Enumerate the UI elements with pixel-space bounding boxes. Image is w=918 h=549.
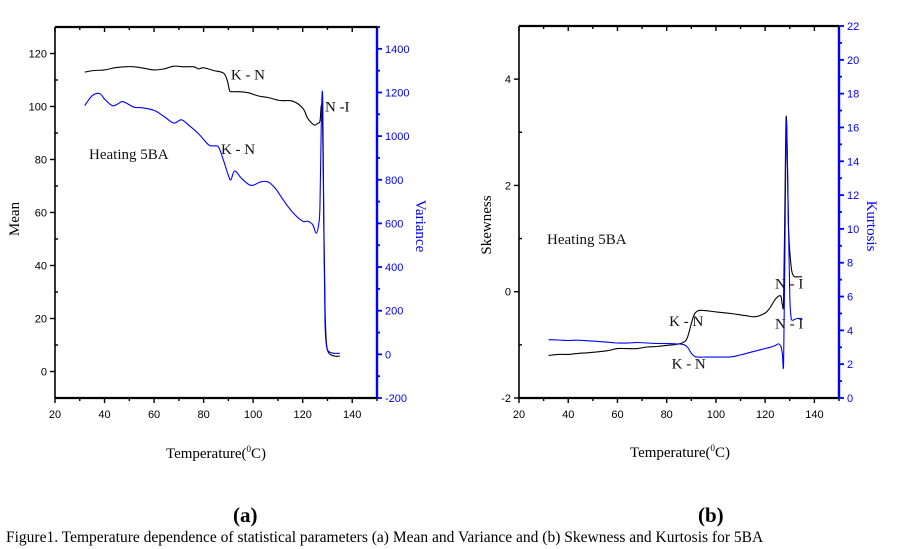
x-tick-label: 140 xyxy=(805,409,823,421)
series-line-kurtosis xyxy=(548,120,803,370)
figure-caption: Figure1. Temperature dependence of stati… xyxy=(6,529,764,546)
annotation-label: N -I xyxy=(325,100,350,116)
panel-b-x-axis-label: Temperature(0C) xyxy=(630,443,730,461)
y2-tick-label: 22 xyxy=(847,21,859,33)
y-tick-label: -2 xyxy=(501,393,511,405)
panel-a-annotation-heating: Heating 5BA xyxy=(89,147,169,163)
panel-b-x-axis-label-sup: 0 xyxy=(711,443,716,453)
y2-tick-label: 0 xyxy=(847,393,853,405)
y2-tick-label: 1200 xyxy=(385,87,409,99)
panel-a-x-axis-label: Temperature(0C) xyxy=(166,444,266,462)
y2-tick-label: 16 xyxy=(847,122,859,134)
y-tick-label: 40 xyxy=(35,261,47,273)
x-tick-label: 80 xyxy=(661,409,673,421)
y2-tick-label: -200 xyxy=(385,393,407,405)
y2-tick-label: 800 xyxy=(385,175,403,187)
y2-tick-label: 200 xyxy=(385,306,403,318)
y2-tick-label: 400 xyxy=(385,262,403,274)
panel-a-chart: 20 40 60 80 100 120 140020406080100120-2000200… xyxy=(7,25,428,462)
x-tick-label: 60 xyxy=(148,409,160,421)
y2-tick-label: 8 xyxy=(847,258,853,270)
y2-tick-label: 0 xyxy=(385,349,391,361)
panel-a-x-axis-label-sup: 0 xyxy=(247,444,252,454)
panel-a-annotations: K - N N -I K - N xyxy=(221,68,350,158)
panel-a-y-axis-label: Mean xyxy=(7,201,23,236)
y2-tick-label: 600 xyxy=(385,218,403,230)
y2-tick-label: 4 xyxy=(847,325,853,337)
panel-b-annotation-heating: Heating 5BA xyxy=(547,232,627,248)
x-tick-label: 100 xyxy=(244,409,262,421)
x-tick-label: 120 xyxy=(294,409,312,421)
x-tick-label: 40 xyxy=(98,409,110,421)
y-tick-label: 20 xyxy=(35,314,47,326)
y2-tick-label: 14 xyxy=(847,156,859,168)
panel-b-annotations: N - I K - N N - I K - N xyxy=(669,277,803,373)
y-tick-label: 80 xyxy=(35,155,47,167)
panel-b-y2-axis-label: Kurtosis xyxy=(863,201,879,252)
panel-a-x-axis-label-main: Temperature( xyxy=(166,446,247,462)
y-tick-label: 100 xyxy=(29,102,47,114)
y2-tick-label: 2 xyxy=(847,359,853,371)
panel-b-axes: 20 40 60 80 100 120 140-2024024681012141618202… xyxy=(501,21,859,421)
x-tick-label: 140 xyxy=(343,409,361,421)
y2-tick-label: 20 xyxy=(847,55,859,67)
panel-b-x-axis-label-end: C) xyxy=(715,445,730,461)
y2-tick-label: 1400 xyxy=(385,44,409,56)
x-tick-label: 40 xyxy=(562,409,574,421)
y-tick-label: 60 xyxy=(35,208,47,220)
series-line-mean xyxy=(84,65,340,357)
panel-b-y-axis-label: Skewness xyxy=(479,195,495,254)
annotation-label: K - N xyxy=(231,68,265,84)
y-tick-label: 2 xyxy=(505,180,511,192)
panel-b-series xyxy=(548,115,803,370)
y2-tick-label: 18 xyxy=(847,89,859,101)
y-tick-label: 0 xyxy=(505,287,511,299)
annotation-label: N - I xyxy=(775,317,803,333)
panel-a-series xyxy=(84,65,340,357)
x-tick-label: 20 xyxy=(513,409,525,421)
annotation-label: N - I xyxy=(775,277,803,293)
y2-tick-label: 6 xyxy=(847,292,853,304)
panel-a-axes: 20 40 60 80 100 120 140020406080100120-2000200… xyxy=(29,25,409,421)
annotation-label: K - N xyxy=(672,356,706,372)
series-line-variance xyxy=(84,90,340,354)
annotation-label: K - N xyxy=(221,142,255,158)
x-tick-label: 80 xyxy=(197,409,209,421)
y-tick-label: 0 xyxy=(41,367,47,379)
panel-b-label: (b) xyxy=(698,503,724,527)
panel-b-chart: 20 40 60 80 100 120 140-2024024681012141618202… xyxy=(479,21,879,461)
y2-tick-label: 10 xyxy=(847,224,859,236)
y-tick-label: 120 xyxy=(29,49,47,61)
x-tick-label: 20 xyxy=(49,409,61,421)
panel-a-x-axis-label-end: C) xyxy=(251,446,266,462)
annotation-label: K - N xyxy=(669,314,703,330)
panel-a-y2-axis-label: Variance xyxy=(412,200,428,253)
y-tick-label: 4 xyxy=(505,74,511,86)
x-tick-label: 100 xyxy=(707,409,725,421)
x-tick-label: 60 xyxy=(611,409,623,421)
panel-b-x-axis-label-main: Temperature( xyxy=(630,445,711,461)
y2-tick-label: 12 xyxy=(847,190,859,202)
panel-a-label: (a) xyxy=(233,503,258,527)
x-tick-label: 120 xyxy=(756,409,774,421)
y2-tick-label: 1000 xyxy=(385,131,409,143)
